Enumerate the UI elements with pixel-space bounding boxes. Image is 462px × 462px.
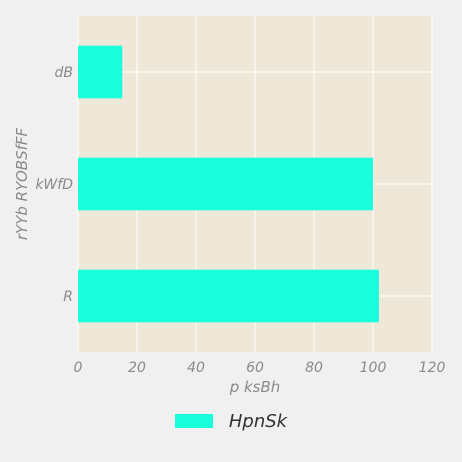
- bar: [78, 45, 123, 99]
- y-tick-label: dB: [55, 65, 74, 81]
- bar: [78, 269, 379, 323]
- x-tick-label: 80: [305, 360, 323, 376]
- x-tick-label: 20: [128, 360, 146, 376]
- y-axis-label: rYYb RYOBSfFF: [13, 128, 31, 241]
- x-tick-label: 0: [74, 360, 83, 376]
- x-axis-label: p ksBh: [229, 378, 281, 396]
- y-tick-label: kWfD: [35, 177, 73, 193]
- x-tick-label: 100: [360, 360, 387, 376]
- y-tick-label: R: [63, 289, 73, 305]
- bar: [78, 157, 373, 211]
- x-tick-label: 60: [246, 360, 264, 376]
- legend-swatch: [174, 414, 213, 428]
- x-tick-label: 40: [187, 360, 205, 376]
- y-tick-labels: dB kWfD R: [35, 65, 73, 305]
- legend-label: HpnSk: [228, 410, 288, 432]
- x-tick-label: 120: [419, 360, 446, 376]
- bars: [78, 45, 379, 323]
- legend: HpnSk: [0, 405, 462, 437]
- x-tick-labels: 0 20 40 60 80 100 120: [74, 360, 446, 376]
